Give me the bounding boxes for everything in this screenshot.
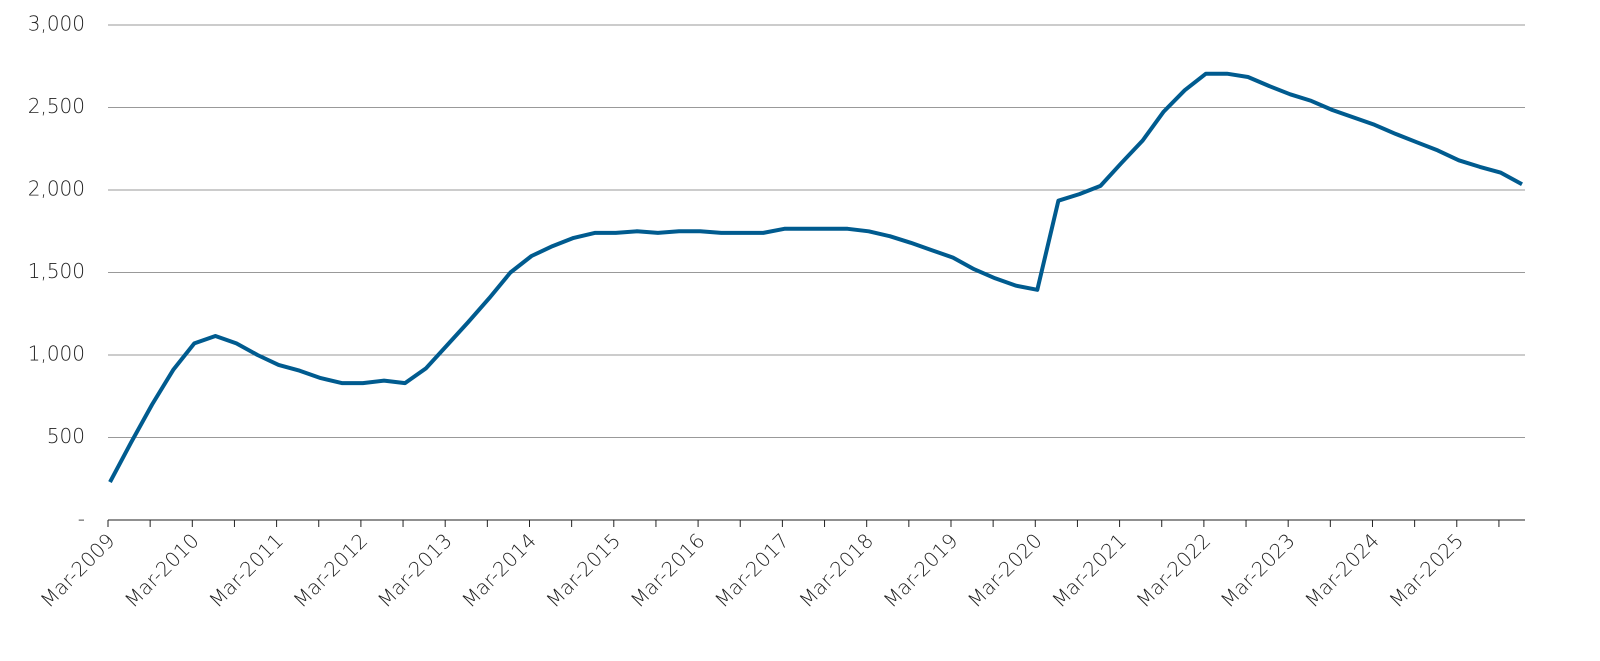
x-tick-label: Mar-2022 — [1131, 528, 1215, 612]
x-tick-label: Mar-2015 — [541, 528, 625, 612]
x-tick-label: Mar-2009 — [36, 528, 120, 612]
x-tick-label: Mar-2024 — [1300, 528, 1384, 612]
y-tick-label: 2,000 — [28, 177, 85, 201]
x-tick-label: Mar-2011 — [204, 528, 288, 612]
x-tick-label: Mar-2017 — [710, 528, 794, 612]
y-tick-label: 3,000 — [28, 12, 85, 36]
x-tick-label: Mar-2019 — [879, 528, 963, 612]
y-tick-label: 1,500 — [28, 259, 85, 283]
x-tick-label: Mar-2020 — [963, 528, 1047, 612]
y-tick-label: 1,000 — [28, 342, 85, 366]
x-tick-label: Mar-2012 — [288, 528, 372, 612]
x-tick-label: Mar-2021 — [1047, 528, 1131, 612]
x-tick-label: Mar-2014 — [457, 528, 541, 612]
x-tick-label: Mar-2025 — [1384, 528, 1468, 612]
y-tick-label: - — [78, 507, 85, 531]
data-line — [108, 71, 1523, 484]
x-tick-label: Mar-2018 — [794, 528, 878, 612]
x-tick-label: Mar-2013 — [373, 528, 457, 612]
y-tick-label: 2,500 — [28, 94, 85, 118]
y-tick-label: 500 — [47, 424, 85, 448]
x-tick-label: Mar-2010 — [120, 528, 204, 612]
x-tick-label: Mar-2016 — [626, 528, 710, 612]
x-tick-label: Mar-2023 — [1216, 528, 1300, 612]
